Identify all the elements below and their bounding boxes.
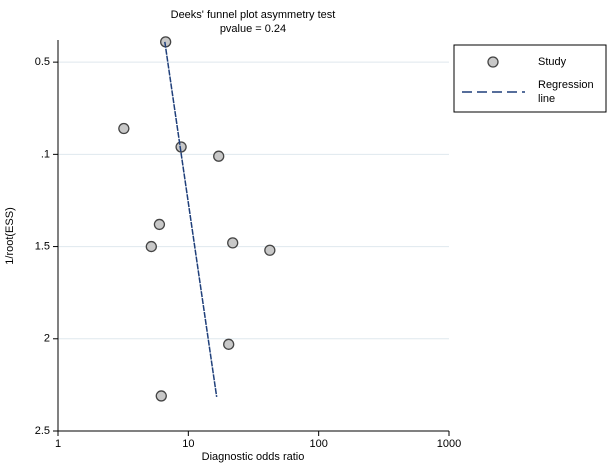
regression-line [164,41,218,397]
legend-box [453,44,607,113]
study-point [175,141,187,153]
study-point [155,390,167,402]
y-tick-label: 2.5 [35,425,50,437]
study-point [213,150,225,162]
study-point [264,244,276,256]
x-tick-label: 1000 [437,438,461,450]
legend-label: Study [538,56,567,68]
study-point [153,218,166,231]
chart-subtitle: pvalue = 0.24 [220,23,286,35]
legend-label: Regression line [538,79,594,105]
legend-marker [487,56,499,68]
x-axis-title: Diagnostic odds ratio [202,451,305,463]
x-tick-label: 1 [55,438,61,450]
study-point [227,237,239,249]
x-tick-label: 100 [309,438,327,450]
study-point [223,338,235,350]
y-tick-label: .1 [41,148,50,160]
study-point [118,122,130,135]
x-tick-label: 10 [182,438,194,450]
y-tick-label: 1.5 [35,240,50,252]
y-axis-title: 1/root(ESS) [4,207,16,264]
y-tick-label: 0.5 [35,56,50,68]
y-tick-label: 2 [44,333,50,345]
chart-title: Deeks' funnel plot asymmetry test [171,9,336,21]
study-point [145,240,157,253]
